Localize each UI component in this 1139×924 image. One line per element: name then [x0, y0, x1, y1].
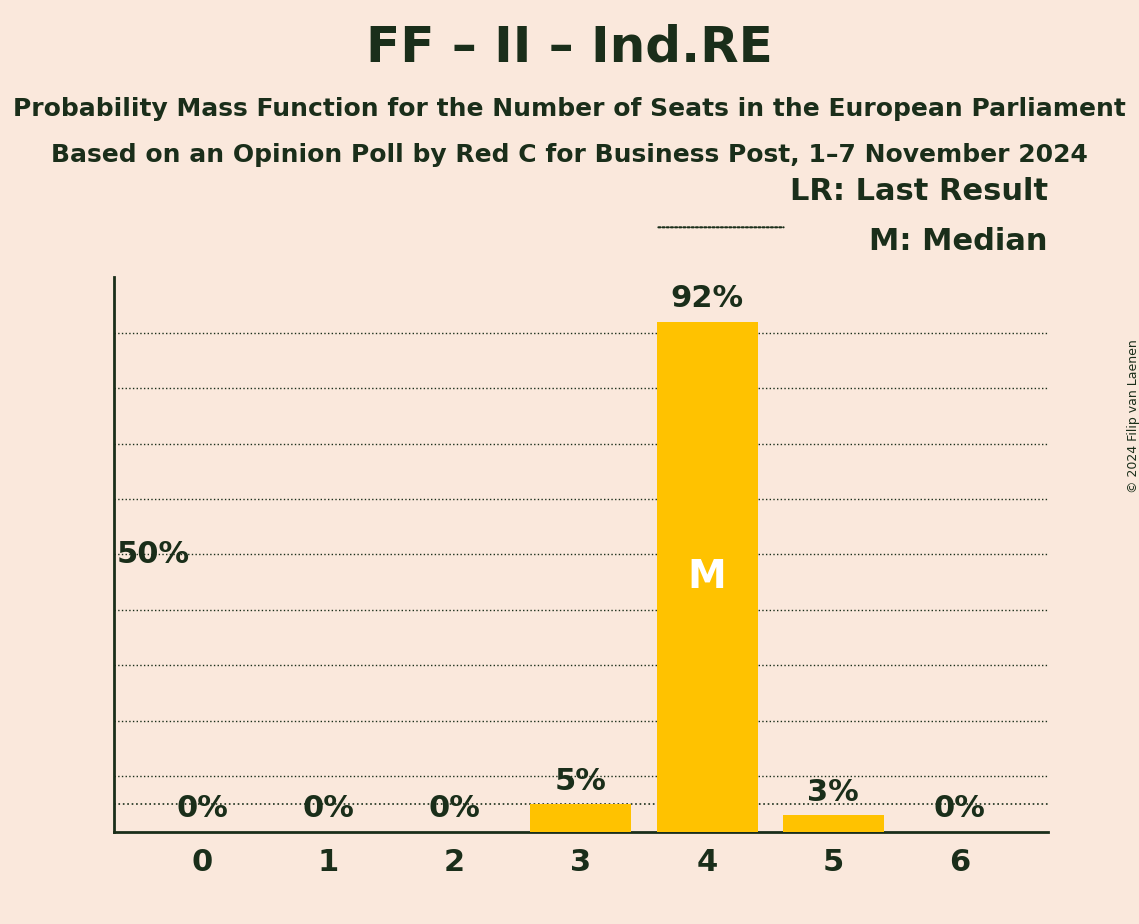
Text: Probability Mass Function for the Number of Seats in the European Parliament: Probability Mass Function for the Number… — [13, 97, 1126, 121]
Text: 0%: 0% — [428, 795, 481, 823]
Text: © 2024 Filip van Laenen: © 2024 Filip van Laenen — [1126, 339, 1139, 492]
Text: Based on an Opinion Poll by Red C for Business Post, 1–7 November 2024: Based on an Opinion Poll by Red C for Bu… — [51, 143, 1088, 167]
Text: 0%: 0% — [303, 795, 354, 823]
Text: 92%: 92% — [671, 285, 744, 313]
Bar — [656, 322, 757, 832]
Text: 50%: 50% — [116, 540, 189, 569]
Text: 5%: 5% — [555, 767, 607, 796]
Text: 0%: 0% — [177, 795, 228, 823]
Text: FF – II – Ind.RE: FF – II – Ind.RE — [366, 23, 773, 71]
Text: 3%: 3% — [808, 778, 859, 807]
Text: M: Median: M: Median — [869, 227, 1048, 256]
Bar — [782, 815, 884, 832]
Text: 0%: 0% — [934, 795, 985, 823]
Text: LR: Last Result: LR: Last Result — [789, 177, 1048, 206]
Text: M: M — [688, 557, 727, 596]
Bar — [531, 804, 631, 832]
